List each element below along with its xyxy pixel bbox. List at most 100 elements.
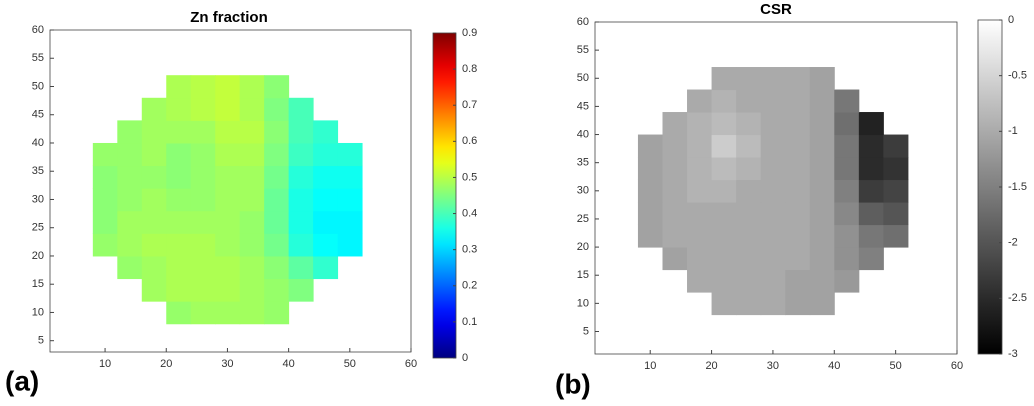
heatmap-cell xyxy=(239,165,265,189)
heatmap-cell xyxy=(337,210,363,234)
heatmap-cell xyxy=(736,89,762,113)
heatmap-cell xyxy=(809,112,835,136)
colorbar-tick-label: 0 xyxy=(462,352,468,364)
heatmap-cell xyxy=(215,165,241,189)
heatmap-cell xyxy=(166,233,192,257)
heatmap-cell xyxy=(809,292,835,316)
heatmap-cell xyxy=(662,179,688,203)
heatmap-cell xyxy=(637,202,663,226)
heatmap-cell xyxy=(239,120,265,144)
colorbar-tick-label: 0.9 xyxy=(462,27,477,39)
colorbar-tick-label: 0.2 xyxy=(462,280,477,292)
heatmap-cell xyxy=(166,97,192,121)
heatmap-cell xyxy=(662,202,688,226)
heatmap-cell xyxy=(215,97,241,121)
heatmap-cell xyxy=(711,134,737,158)
y-tick-label: 25 xyxy=(32,222,44,234)
heatmap-cell xyxy=(190,120,216,144)
heatmap-cell xyxy=(239,188,265,212)
colorbar-tick-label: 0.8 xyxy=(462,63,477,75)
heatmap-cell xyxy=(834,112,860,136)
colorbar xyxy=(432,32,457,359)
y-tick-label: 60 xyxy=(577,16,589,28)
heatmap-cell xyxy=(264,165,290,189)
heatmap-cell xyxy=(190,142,216,167)
heatmap-cell xyxy=(785,269,811,293)
heatmap-cell xyxy=(190,278,216,302)
heatmap-cell xyxy=(687,89,713,113)
heatmap-cell xyxy=(883,157,909,181)
panel-label: (b) xyxy=(555,368,591,399)
heatmap-cell xyxy=(264,120,290,144)
heatmap-cell xyxy=(809,202,835,226)
colorbar-tick-label: 0.6 xyxy=(462,135,477,147)
heatmap-cell xyxy=(785,247,811,271)
heatmap-cell xyxy=(760,179,786,203)
heatmap-cell xyxy=(337,165,363,189)
heatmap-cell xyxy=(785,112,811,136)
heatmap-cell xyxy=(288,165,314,189)
heatmap-cell xyxy=(190,188,216,212)
heatmap-cell xyxy=(141,233,167,257)
heatmap-cell xyxy=(834,179,860,203)
heatmap-cell xyxy=(834,134,860,158)
y-tick-label: 5 xyxy=(583,325,589,337)
heatmap-cell xyxy=(239,75,265,99)
heatmap-cell xyxy=(760,202,786,226)
heatmap-cell xyxy=(264,233,290,257)
heatmap-cell xyxy=(337,188,363,212)
heatmap-cell xyxy=(687,269,713,293)
heatmap-cell xyxy=(809,67,835,91)
heatmap-cell xyxy=(711,247,737,271)
heatmap-cell xyxy=(117,165,143,189)
heatmap-cell xyxy=(215,255,241,280)
heatmap-cell xyxy=(760,224,786,248)
heatmap-cell xyxy=(239,255,265,280)
heatmap-cell xyxy=(337,233,363,257)
heatmap-cell xyxy=(313,188,339,212)
heatmap-cell xyxy=(288,188,314,212)
heatmap-cell xyxy=(760,89,786,113)
heatmap-cell xyxy=(141,142,167,167)
heatmap-cell xyxy=(760,247,786,271)
heatmap-cell xyxy=(785,179,811,203)
colorbar-tick-label: 0.4 xyxy=(462,207,477,219)
y-tick-label: 55 xyxy=(577,44,589,56)
heatmap-cell xyxy=(141,165,167,189)
colorbar-tick-label: -1 xyxy=(1008,125,1018,137)
colorbar-tick-label: 0.1 xyxy=(462,316,477,328)
heatmap-cell xyxy=(215,142,241,167)
heatmap-cell xyxy=(215,278,241,302)
heatmap-cell xyxy=(313,255,339,280)
heatmap-cell xyxy=(711,224,737,248)
x-tick-label: 40 xyxy=(828,360,840,372)
y-tick-label: 30 xyxy=(577,185,589,197)
y-tick-label: 45 xyxy=(32,109,44,121)
heatmap-cell xyxy=(264,255,290,280)
colorbar-tick-label: -3 xyxy=(1008,348,1018,360)
heatmap-cell xyxy=(190,97,216,121)
heatmap-cell xyxy=(687,224,713,248)
heatmap-cell xyxy=(662,134,688,158)
y-tick-label: 30 xyxy=(32,193,44,205)
heatmap-cell xyxy=(264,97,290,121)
heatmap-cell xyxy=(711,89,737,113)
y-tick-label: 15 xyxy=(32,278,44,290)
heatmap-cell xyxy=(117,188,143,212)
heatmap-cell xyxy=(809,247,835,271)
heatmap-cell xyxy=(141,278,167,302)
heatmap-cell xyxy=(858,202,884,226)
heatmap-cell xyxy=(239,278,265,302)
x-tick-label: 10 xyxy=(99,358,111,370)
x-tick-label: 60 xyxy=(951,360,963,372)
heatmap-cell xyxy=(190,165,216,189)
heatmap-cell xyxy=(166,75,192,99)
y-tick-label: 20 xyxy=(32,250,44,262)
y-tick-label: 15 xyxy=(577,269,589,281)
heatmap-cell xyxy=(858,157,884,181)
heatmap-cell xyxy=(264,142,290,167)
heatmap-cell xyxy=(215,188,241,212)
heatmap-cell xyxy=(190,75,216,99)
